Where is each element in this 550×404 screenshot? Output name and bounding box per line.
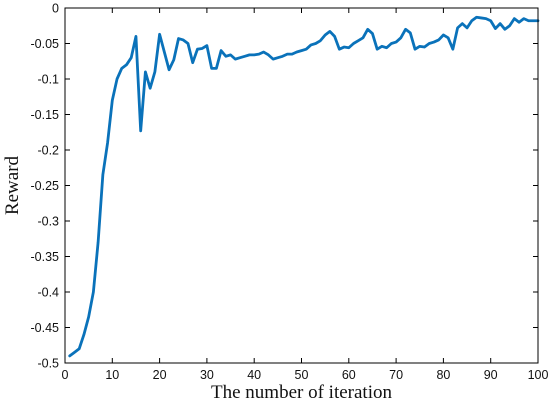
x-tick-label: 20 xyxy=(153,368,167,382)
x-tick-label: 100 xyxy=(528,368,549,382)
x-tick-label: 10 xyxy=(105,368,119,382)
plot-frame xyxy=(64,7,539,364)
y-tick-label: -0.25 xyxy=(31,179,60,193)
y-tick-label: -0.3 xyxy=(37,215,59,229)
y-tick-label: -0.15 xyxy=(31,108,60,122)
x-tick-label: 90 xyxy=(484,368,498,382)
y-tick-label: -0.4 xyxy=(37,286,59,300)
x-axis-title: The number of iteration xyxy=(211,382,392,403)
y-axis-title: Reward xyxy=(2,155,23,215)
x-tick-label: 0 xyxy=(62,368,69,382)
y-tick-labels: -0.5 -0.45 -0.4 -0.35 -0.3 -0.25 -0.2 -0.15 -0.1… xyxy=(31,2,60,371)
x-tick-label: 40 xyxy=(247,368,261,382)
x-tick-label: 60 xyxy=(342,368,356,382)
y-tick-label: -0.35 xyxy=(31,250,60,264)
x-tick-label: 30 xyxy=(200,368,214,382)
y-tick-label: -0.5 xyxy=(37,357,59,371)
y-tick-label: 0 xyxy=(52,2,59,16)
x-tick-label: 70 xyxy=(389,368,403,382)
x-tick-label: 80 xyxy=(436,368,450,382)
y-tick-label: -0.45 xyxy=(31,321,60,335)
y-tick-label: -0.05 xyxy=(31,37,60,51)
reward-series-line xyxy=(68,15,540,358)
y-tick-label: -0.2 xyxy=(37,144,59,158)
x-tick-label: 50 xyxy=(295,368,309,382)
x-tick-labels: 0 10 20 30 40 50 60 70 80 90 100 xyxy=(62,368,549,382)
y-tick-label: -0.1 xyxy=(37,73,59,87)
